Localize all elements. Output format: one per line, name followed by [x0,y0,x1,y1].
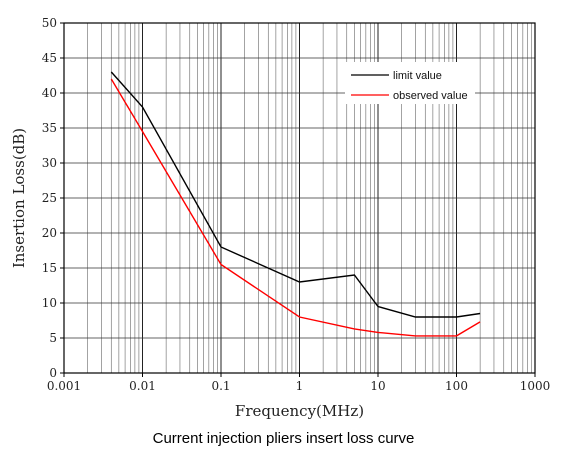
y-axis-label: Insertion Loss(dB) [10,128,28,268]
y-tick-label: 5 [49,331,57,345]
y-tick-label: 0 [49,366,57,380]
x-tick-labels: 0.001 0.01 0.1 1 10 100 1000 [47,373,550,393]
legend-label: limit value [393,70,442,82]
y-tick-labels: 0 5 10 15 20 25 30 35 40 45 50 [42,16,64,380]
y-tick-label: 20 [42,226,57,240]
y-tick-label: 30 [42,156,57,170]
major-gridlines [63,22,536,374]
y-tick-label: 45 [42,51,57,65]
legend-label: observed value [393,90,468,102]
legend-box [345,62,475,104]
series-line-observed-value [110,78,481,337]
insertion-loss-chart: 0 5 10 15 20 25 30 35 40 45 50 0.001 0.01 0.1 1 10 100 1… [10,16,550,420]
legend: limit value observed value [345,62,475,104]
x-tick-label: 1000 [520,379,551,393]
x-tick-label: 0.001 [47,379,81,393]
y-tick-label: 35 [42,121,57,135]
y-tick-label: 25 [42,191,57,205]
x-tick-label: 10 [370,379,385,393]
x-axis-label: Frequency(MHz) [235,402,364,420]
chart-caption: Current injection pliers insert loss cur… [152,430,415,447]
series-lines [110,71,481,337]
y-tick-label: 15 [42,261,57,275]
x-tick-label: 0.1 [211,379,230,393]
series-line-limit-value [110,71,481,318]
y-tick-label: 50 [42,16,57,30]
x-tick-label: 100 [445,379,468,393]
x-tick-label: 0.01 [129,379,156,393]
y-tick-label: 10 [42,296,57,310]
y-tick-label: 40 [42,86,57,100]
x-tick-label: 1 [296,379,304,393]
